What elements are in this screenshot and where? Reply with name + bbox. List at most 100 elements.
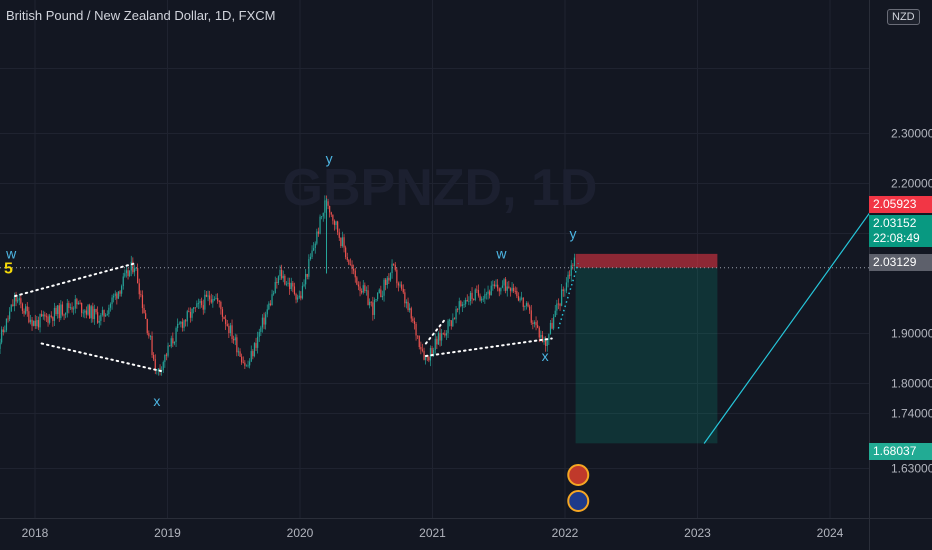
candle-body: [345, 247, 347, 258]
candle-body: [372, 302, 374, 315]
candle-body: [90, 306, 92, 319]
candle-body: [199, 300, 201, 304]
candle-body: [79, 302, 81, 304]
bar-countdown: 22:08:49: [873, 231, 920, 245]
candle-body: [89, 305, 91, 319]
price-axis-label: 1.80000: [891, 377, 932, 391]
candle-body: [489, 291, 491, 296]
candle-body: [162, 362, 164, 370]
candle-body: [125, 270, 128, 274]
candle-body: [49, 315, 51, 323]
candle-body: [146, 318, 148, 334]
candle-body: [229, 325, 232, 334]
candle-body: [461, 304, 464, 307]
candle-body: [482, 298, 484, 300]
candle-body: [255, 343, 257, 348]
candle-body: [212, 299, 214, 303]
candle-body: [141, 295, 144, 309]
candle-body: [242, 362, 244, 364]
candle-body: [330, 212, 332, 215]
candle-body: [57, 305, 59, 315]
candle-body: [300, 295, 302, 299]
candle-body: [77, 302, 80, 305]
candle-body: [436, 338, 438, 345]
candle-body: [140, 294, 142, 296]
candle-body: [266, 309, 268, 315]
candle-body: [36, 320, 38, 327]
candle-body: [469, 292, 472, 302]
candle-body: [237, 351, 240, 353]
candle-body: [268, 303, 270, 310]
candle-body: [124, 273, 126, 277]
candle-body: [457, 308, 459, 310]
candle-body: [545, 339, 547, 346]
candle-body: [407, 301, 409, 311]
candle-body: [95, 308, 97, 313]
candle-body: [460, 301, 462, 307]
candle-body: [97, 312, 99, 323]
candle-body: [509, 288, 512, 291]
candle-body: [117, 291, 120, 299]
candle-body: [572, 265, 574, 267]
wave-channel-line: [424, 317, 447, 345]
candle-body: [532, 322, 534, 324]
candle-body: [234, 337, 236, 341]
candle-body: [567, 274, 569, 283]
candle-body: [423, 350, 425, 360]
wave-label: x: [542, 348, 549, 364]
candle-body: [87, 305, 89, 315]
candle-body: [0, 342, 1, 349]
candle-body: [549, 322, 552, 335]
candle-body: [481, 298, 483, 301]
candle-body: [295, 293, 297, 300]
candle-body: [324, 200, 326, 213]
candle-body: [197, 303, 200, 304]
candle-body: [524, 305, 526, 307]
candle-body: [193, 307, 195, 309]
candle-body: [4, 330, 6, 333]
candle-body: [73, 308, 75, 310]
candle-body: [513, 287, 515, 291]
candle-body: [58, 305, 60, 319]
candle-body: [492, 284, 494, 286]
candle-body: [439, 332, 441, 341]
candle-body: [191, 308, 193, 318]
candle-body: [349, 264, 352, 266]
candle-body: [399, 284, 401, 286]
candles: [0, 195, 576, 376]
candle-body: [143, 308, 145, 314]
candle-body: [26, 306, 28, 312]
candle-body: [159, 368, 161, 371]
candle-body: [293, 286, 296, 294]
candle-body: [365, 290, 368, 292]
candle-body: [514, 290, 516, 292]
candle-body: [170, 338, 172, 347]
candle-body: [221, 309, 224, 317]
candle-body: [364, 285, 366, 292]
candle-body: [497, 284, 499, 289]
candle-body: [23, 310, 25, 314]
candle-body: [340, 237, 342, 247]
candle-body: [525, 303, 528, 306]
candle-body: [282, 275, 284, 279]
candle-body: [530, 310, 532, 323]
candle-body: [301, 285, 304, 299]
candle-body: [516, 291, 518, 297]
candle-body: [433, 350, 435, 356]
candle-body: [257, 336, 259, 348]
candle-body: [85, 310, 88, 315]
candle-body: [47, 316, 49, 323]
chart-title: British Pound / New Zealand Dollar, 1D, …: [6, 8, 276, 23]
candle-body: [570, 265, 572, 276]
price-axis-label: 2.30000: [891, 127, 932, 141]
candle-body: [45, 316, 48, 318]
candle-body: [388, 277, 390, 281]
candle-body: [167, 345, 169, 356]
candle-body: [333, 220, 336, 225]
candle-body: [177, 323, 179, 329]
candle-body: [119, 291, 121, 294]
currency-badge[interactable]: NZD: [887, 9, 920, 25]
candle-body: [417, 335, 419, 337]
time-axis-label: 2018: [22, 526, 49, 540]
